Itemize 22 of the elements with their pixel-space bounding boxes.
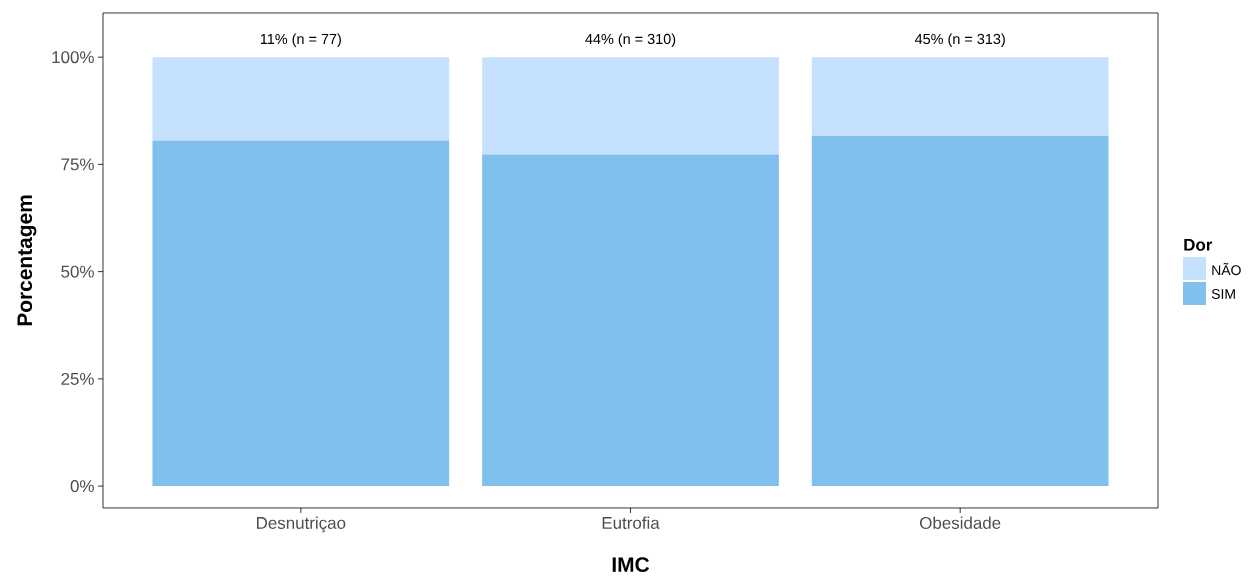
bar [811,57,1109,136]
y-tick-label: 0% [70,480,94,493]
bar [152,140,450,487]
bar [482,154,779,487]
legend-title: Dor [1184,238,1213,251]
y-tick-label: 75% [61,158,94,171]
x-tick-label: Desnutriçao [257,516,346,533]
legend-label: SIM [1211,289,1235,299]
x-axis-title: IMC [612,557,650,573]
legend-label: NÃO [1212,262,1241,276]
x-tick-label: Eutrofia [602,516,660,529]
y-tick-label: 100% [52,51,94,64]
y-tick-label: 50% [61,265,94,278]
annotation: 44% (n = 310) [585,33,676,47]
bar [482,57,779,155]
y-tick-label: 25% [61,372,94,385]
y-axis-title: Porcentagem [17,195,37,326]
bar [152,57,450,141]
annotation: 45% (n = 313) [914,33,1005,47]
x-tick-label: Obesidade [920,516,1001,529]
annotation: 11% (n = 77) [260,33,341,47]
bar [811,135,1109,487]
